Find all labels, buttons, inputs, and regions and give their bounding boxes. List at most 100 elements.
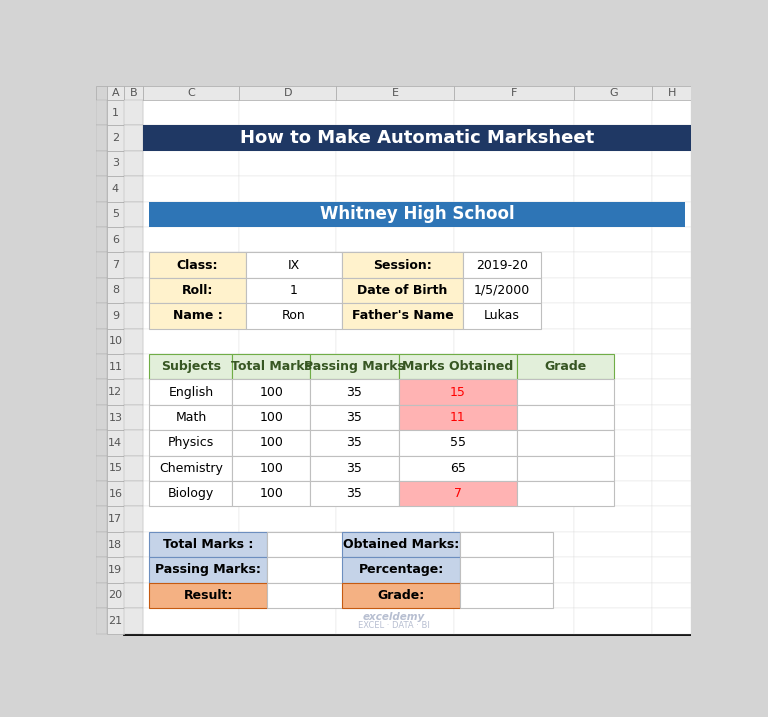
FancyBboxPatch shape [96, 201, 107, 227]
FancyBboxPatch shape [96, 481, 107, 506]
FancyBboxPatch shape [310, 430, 399, 455]
FancyBboxPatch shape [150, 405, 233, 430]
FancyBboxPatch shape [267, 583, 385, 608]
FancyBboxPatch shape [240, 227, 336, 252]
FancyBboxPatch shape [454, 86, 574, 100]
FancyBboxPatch shape [150, 252, 246, 277]
Text: 9: 9 [112, 311, 119, 321]
FancyBboxPatch shape [399, 379, 517, 405]
FancyBboxPatch shape [336, 354, 454, 379]
FancyBboxPatch shape [574, 557, 653, 583]
FancyBboxPatch shape [310, 354, 399, 379]
Text: 1: 1 [112, 108, 119, 118]
FancyBboxPatch shape [150, 201, 685, 227]
Text: Chemistry: Chemistry [159, 462, 223, 475]
FancyBboxPatch shape [310, 405, 399, 430]
Text: Roll:: Roll: [182, 284, 214, 297]
FancyBboxPatch shape [454, 455, 574, 481]
FancyBboxPatch shape [233, 379, 310, 405]
FancyBboxPatch shape [240, 557, 336, 583]
FancyBboxPatch shape [240, 430, 336, 455]
FancyBboxPatch shape [336, 455, 454, 481]
FancyBboxPatch shape [653, 176, 691, 201]
FancyBboxPatch shape [144, 506, 240, 532]
FancyBboxPatch shape [96, 176, 107, 201]
FancyBboxPatch shape [454, 100, 574, 125]
FancyBboxPatch shape [454, 557, 574, 583]
FancyBboxPatch shape [233, 455, 310, 481]
FancyBboxPatch shape [124, 277, 144, 303]
Text: Obtained Marks:: Obtained Marks: [343, 538, 459, 551]
FancyBboxPatch shape [124, 100, 144, 125]
Text: Whitney High School: Whitney High School [320, 205, 515, 223]
FancyBboxPatch shape [399, 455, 517, 481]
Text: 35: 35 [346, 411, 362, 424]
FancyBboxPatch shape [144, 405, 240, 430]
FancyBboxPatch shape [96, 557, 107, 583]
FancyBboxPatch shape [653, 532, 691, 557]
Text: Class:: Class: [177, 259, 218, 272]
Text: Subjects: Subjects [161, 360, 221, 374]
FancyBboxPatch shape [96, 277, 107, 303]
FancyBboxPatch shape [336, 557, 454, 583]
Text: 100: 100 [260, 462, 283, 475]
Text: Physics: Physics [168, 437, 214, 450]
FancyBboxPatch shape [399, 405, 517, 430]
FancyBboxPatch shape [124, 430, 144, 455]
FancyBboxPatch shape [517, 354, 614, 379]
FancyBboxPatch shape [653, 201, 691, 227]
FancyBboxPatch shape [96, 100, 107, 125]
FancyBboxPatch shape [574, 100, 653, 125]
Text: 6: 6 [112, 234, 119, 244]
FancyBboxPatch shape [107, 227, 124, 252]
FancyBboxPatch shape [336, 583, 454, 608]
Text: 10: 10 [108, 336, 122, 346]
FancyBboxPatch shape [653, 481, 691, 506]
FancyBboxPatch shape [653, 430, 691, 455]
FancyBboxPatch shape [574, 532, 653, 557]
FancyBboxPatch shape [574, 86, 653, 100]
FancyBboxPatch shape [336, 481, 454, 506]
FancyBboxPatch shape [574, 176, 653, 201]
Text: 16: 16 [108, 489, 122, 499]
FancyBboxPatch shape [574, 608, 653, 634]
Text: 7: 7 [112, 260, 119, 270]
FancyBboxPatch shape [124, 86, 144, 100]
FancyBboxPatch shape [144, 583, 240, 608]
FancyBboxPatch shape [336, 608, 454, 634]
FancyBboxPatch shape [240, 303, 336, 328]
Text: 100: 100 [260, 437, 283, 450]
FancyBboxPatch shape [454, 303, 574, 328]
FancyBboxPatch shape [96, 151, 107, 176]
FancyBboxPatch shape [124, 405, 144, 430]
FancyBboxPatch shape [267, 557, 385, 583]
FancyBboxPatch shape [150, 557, 267, 583]
FancyBboxPatch shape [653, 125, 691, 151]
Text: Date of Birth: Date of Birth [357, 284, 448, 297]
FancyBboxPatch shape [653, 379, 691, 405]
Text: English: English [168, 386, 214, 399]
FancyBboxPatch shape [336, 176, 454, 201]
FancyBboxPatch shape [144, 455, 240, 481]
FancyBboxPatch shape [233, 405, 310, 430]
FancyBboxPatch shape [240, 100, 336, 125]
FancyBboxPatch shape [144, 227, 240, 252]
FancyBboxPatch shape [574, 328, 653, 354]
Text: 35: 35 [346, 437, 362, 450]
FancyBboxPatch shape [462, 252, 541, 277]
Text: 11: 11 [450, 411, 466, 424]
FancyBboxPatch shape [336, 227, 454, 252]
Text: 7: 7 [454, 488, 462, 500]
FancyBboxPatch shape [454, 125, 574, 151]
Text: C: C [187, 88, 195, 98]
Text: 100: 100 [260, 488, 283, 500]
FancyBboxPatch shape [454, 151, 574, 176]
Text: 2019-20: 2019-20 [475, 259, 528, 272]
Text: Name :: Name : [173, 309, 223, 323]
FancyBboxPatch shape [144, 151, 240, 176]
FancyBboxPatch shape [96, 608, 107, 634]
Text: Lukas: Lukas [484, 309, 520, 323]
FancyBboxPatch shape [454, 201, 574, 227]
FancyBboxPatch shape [150, 354, 233, 379]
Text: 2: 2 [112, 133, 119, 143]
